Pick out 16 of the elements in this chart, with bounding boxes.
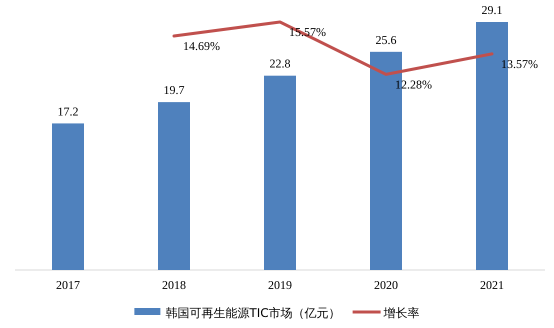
x-tick-label: 2018 xyxy=(162,278,186,292)
data-label: 25.6 xyxy=(376,32,396,47)
x-tick-label: 2019 xyxy=(268,278,292,292)
bar xyxy=(264,76,296,270)
x-tick-label: 2017 xyxy=(56,278,80,292)
data-label: 19.7 xyxy=(164,83,184,98)
x-tick-label: 2020 xyxy=(374,278,398,292)
legend-label: 增长率 xyxy=(382,306,420,320)
data-label: 14.69% xyxy=(183,39,220,54)
data-label: 22.8 xyxy=(270,56,290,71)
legend-label: 韩国可再生能源TIC市场（亿元） xyxy=(165,306,341,320)
x-tick-label: 2021 xyxy=(480,278,504,292)
bar xyxy=(158,102,190,270)
data-label: 29.1 xyxy=(482,3,502,17)
data-label: 17.2 xyxy=(58,104,78,118)
bar xyxy=(52,123,84,270)
